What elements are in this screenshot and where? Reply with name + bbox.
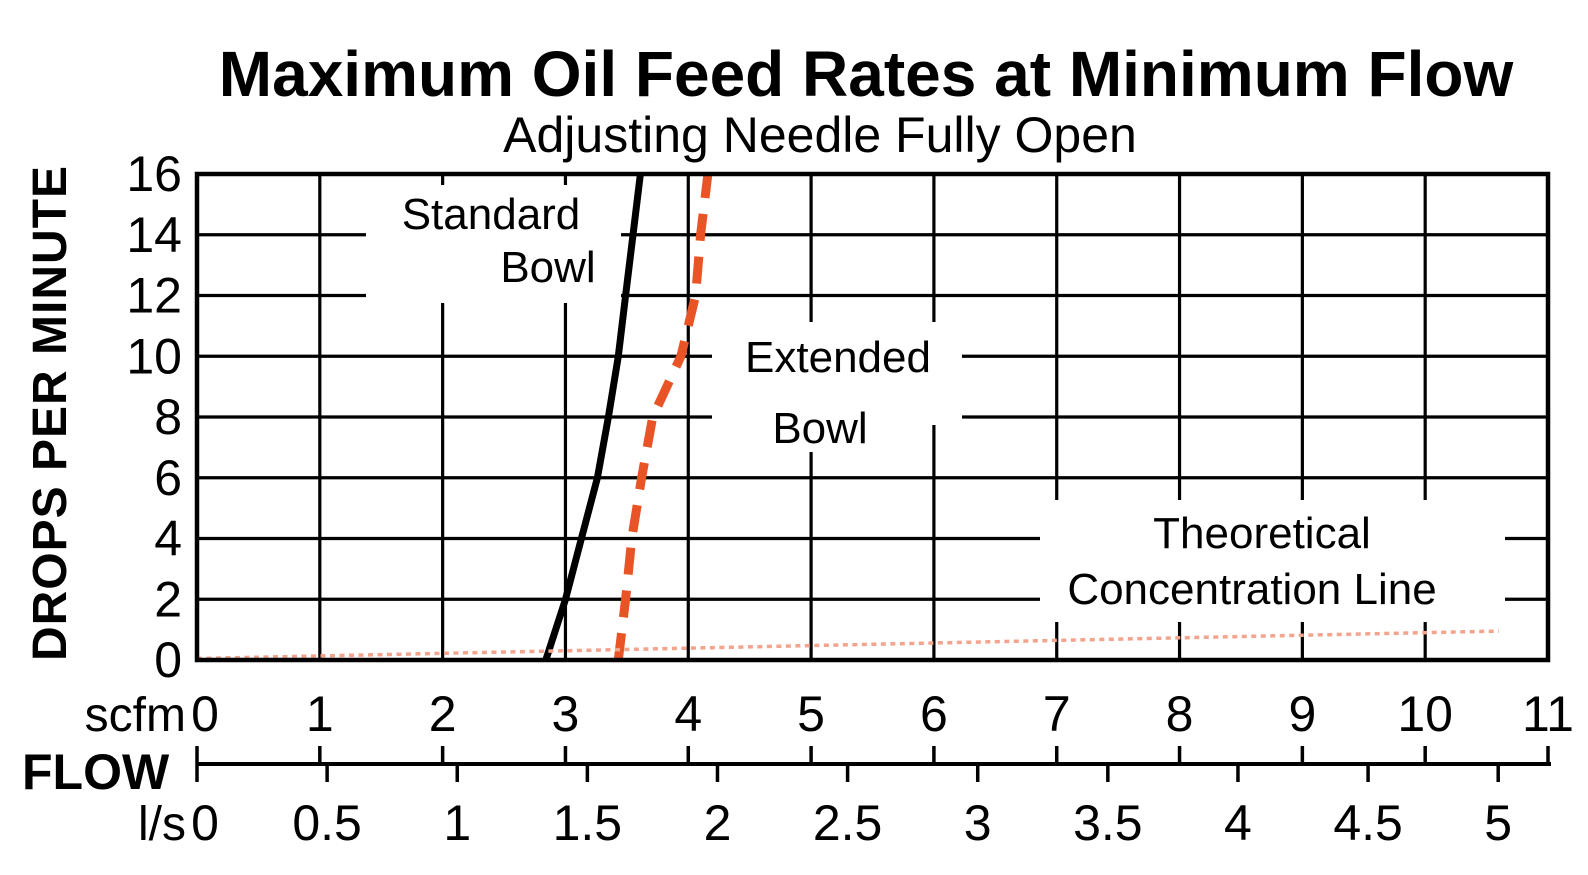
y-tick-label-0: 0 [154,632,182,688]
y-axis-title: DROPS PER MINUTE [24,165,77,661]
theoretical-label-line1: Theoretical [1153,509,1371,558]
y-tick-label-8: 8 [154,389,182,445]
annotation-backgrounds [366,185,1505,622]
y-tick-label-14: 14 [126,207,182,263]
scfm-tick-label-6: 6 [920,686,948,742]
scfm-unit-label: scfm [85,689,186,742]
series-curve-theoretical-concentration-line [196,629,1499,661]
standard-bowl-label-box [366,185,621,303]
y-tick-label-12: 12 [126,268,182,324]
theoretical-label-line2: Concentration Line [1067,565,1436,614]
ls-tick-label-1: 1 [443,795,471,851]
scfm-tick-label-10: 10 [1397,686,1453,742]
scfm-tick-label-3: 3 [552,686,580,742]
x-axis-title: FLOW [22,744,170,800]
scfm-tick-label-4: 4 [674,686,702,742]
ls-tick-label-1.5: 1.5 [553,795,623,851]
standard-bowl-label-line2: Bowl [500,243,595,292]
ls-tick-label-3: 3 [964,795,992,851]
scfm-tick-label-8: 8 [1166,686,1194,742]
ls-tick-label-5: 5 [1484,795,1512,851]
ls-tick-label-0: 0 [191,795,219,851]
y-tick-label-16: 16 [126,146,182,202]
ls-tick-label-2: 2 [704,795,732,851]
series-curves [196,173,1499,662]
extended-bowl-label-line1: Extended [745,333,931,382]
scfm-tick-label-7: 7 [1043,686,1071,742]
chart-subtitle: Adjusting Needle Fully Open [503,107,1137,163]
theoretical-label-box [1040,500,1505,622]
y-tick-label-6: 6 [154,450,182,506]
scfm-tick-label-9: 9 [1288,686,1316,742]
chart-title: Maximum Oil Feed Rates at Minimum Flow [219,38,1514,110]
ls-tick-label-2.5: 2.5 [813,795,883,851]
y-tick-label-2: 2 [154,571,182,627]
scfm-tick-label-0: 0 [191,686,219,742]
plot-border [194,171,1551,663]
extended-bowl-label-line2: Bowl [772,404,867,453]
scfm-tick-label-5: 5 [797,686,825,742]
ls-tick-label-3.5: 3.5 [1073,795,1143,851]
scfm-tick-label-1: 1 [306,686,334,742]
ls-tick-label-0.5: 0.5 [292,795,362,851]
extended-bowl-label-box2 [748,390,890,452]
ls-tick-label-4: 4 [1224,795,1252,851]
series-curve-standard-bowl [542,173,644,662]
y-tick-label-10: 10 [126,328,182,384]
standard-bowl-label-line1: Standard [402,190,581,239]
scfm-tick-label-2: 2 [429,686,457,742]
ls-tick-label-4.5: 4.5 [1333,795,1403,851]
ls-unit-label: l/s [138,798,186,851]
y-tick-label-4: 4 [154,511,182,567]
scfm-tick-label-11: 11 [1522,686,1574,742]
